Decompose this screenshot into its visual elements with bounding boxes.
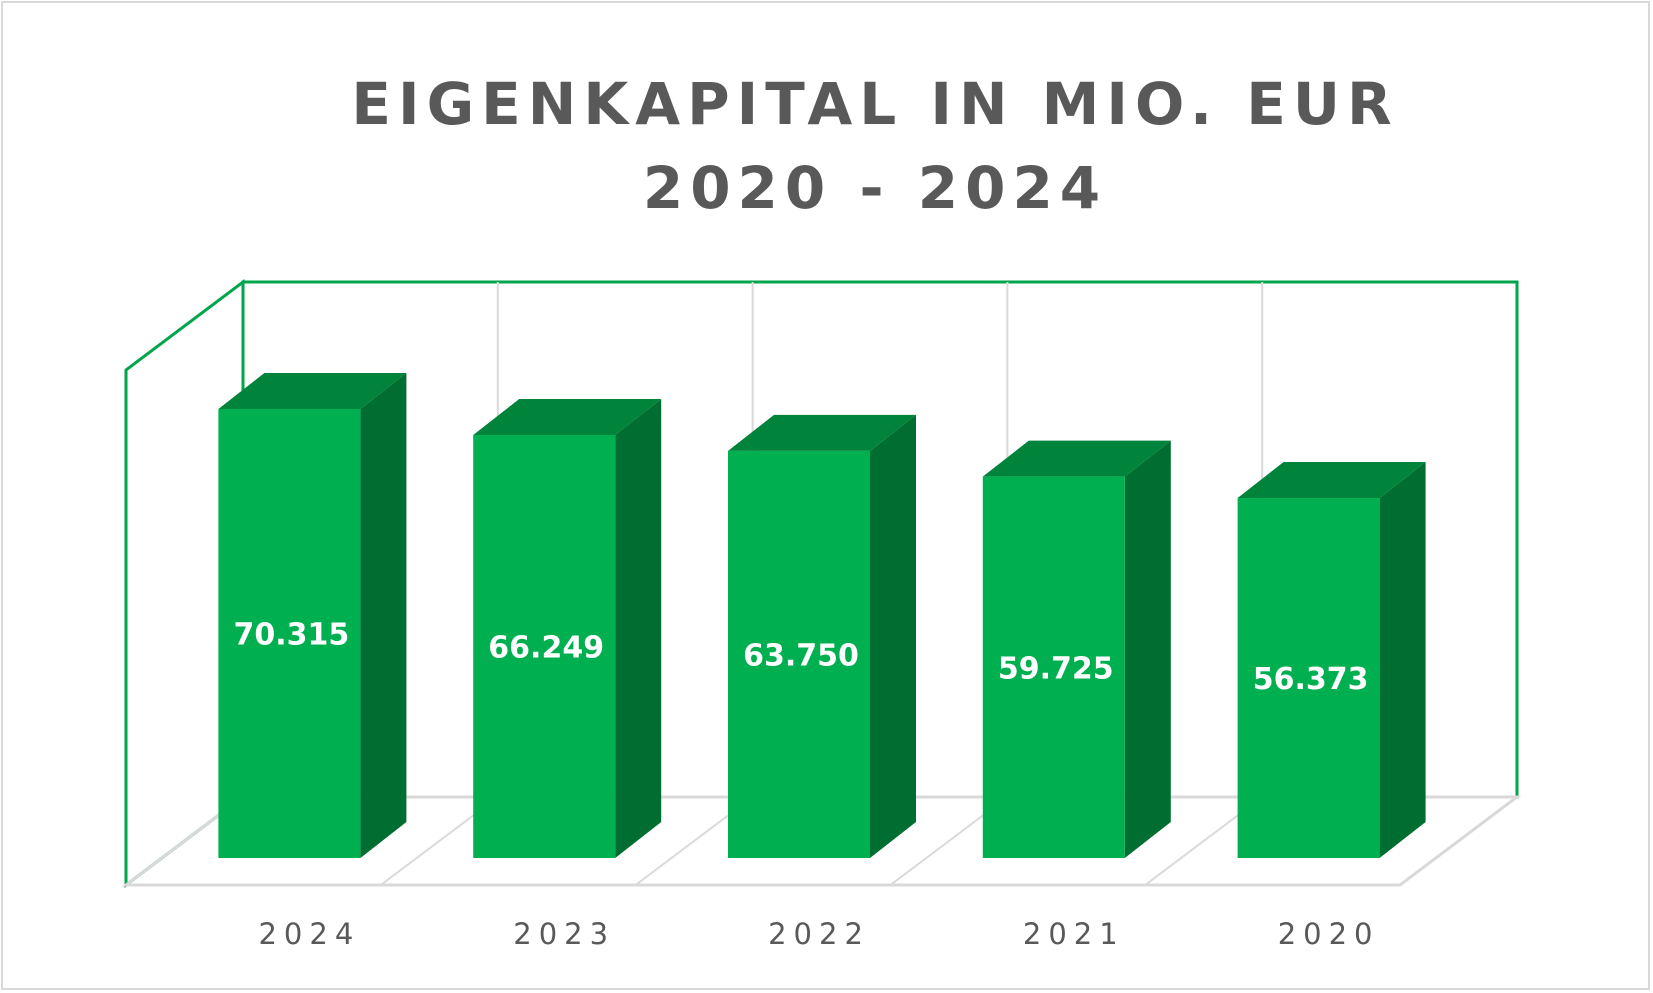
floor — [121, 795, 1522, 887]
bar-top — [473, 398, 662, 435]
bar-top — [1237, 462, 1426, 499]
bar-front — [218, 409, 361, 858]
data-label: 70.315 — [234, 618, 350, 653]
bar-2024: 70.315 — [218, 373, 407, 858]
bar-2021: 59.725 — [982, 440, 1171, 858]
bar-front — [728, 450, 870, 858]
bar-2020: 56.373 — [1237, 462, 1426, 858]
x-tick-label: 2023 — [513, 917, 615, 951]
chart-title: EIGENKAPITAL IN MIO. EUR 2020 - 2024 — [351, 70, 1399, 222]
bar-front — [1237, 498, 1380, 858]
bar-top — [218, 373, 407, 409]
x-tick-label: 2020 — [1278, 917, 1380, 951]
bar-2023: 66.249 — [473, 398, 662, 858]
bar-2022: 63.750 — [728, 414, 916, 858]
data-label: 66.249 — [488, 630, 604, 665]
bar-side — [1124, 440, 1171, 858]
x-tick-label: 2022 — [768, 917, 870, 951]
x-tick-label: 2024 — [258, 917, 360, 951]
bar-side — [870, 414, 916, 858]
bar-front — [982, 476, 1125, 858]
data-label: 56.373 — [1253, 662, 1369, 697]
bar-top — [728, 414, 916, 451]
bar-side — [615, 398, 662, 858]
bar-front — [473, 434, 616, 858]
x-axis-ticks: 2024 2023 2022 2021 2020 — [258, 917, 1380, 951]
bar-series: 70.315 66.249 63.750 59.725 56.373 — [218, 373, 1426, 858]
bar-side — [1379, 462, 1426, 858]
data-label: 59.725 — [998, 651, 1114, 686]
bar-top — [982, 440, 1171, 477]
bar-side — [360, 373, 407, 858]
x-tick-label: 2021 — [1023, 917, 1125, 951]
data-label: 63.750 — [743, 638, 859, 673]
